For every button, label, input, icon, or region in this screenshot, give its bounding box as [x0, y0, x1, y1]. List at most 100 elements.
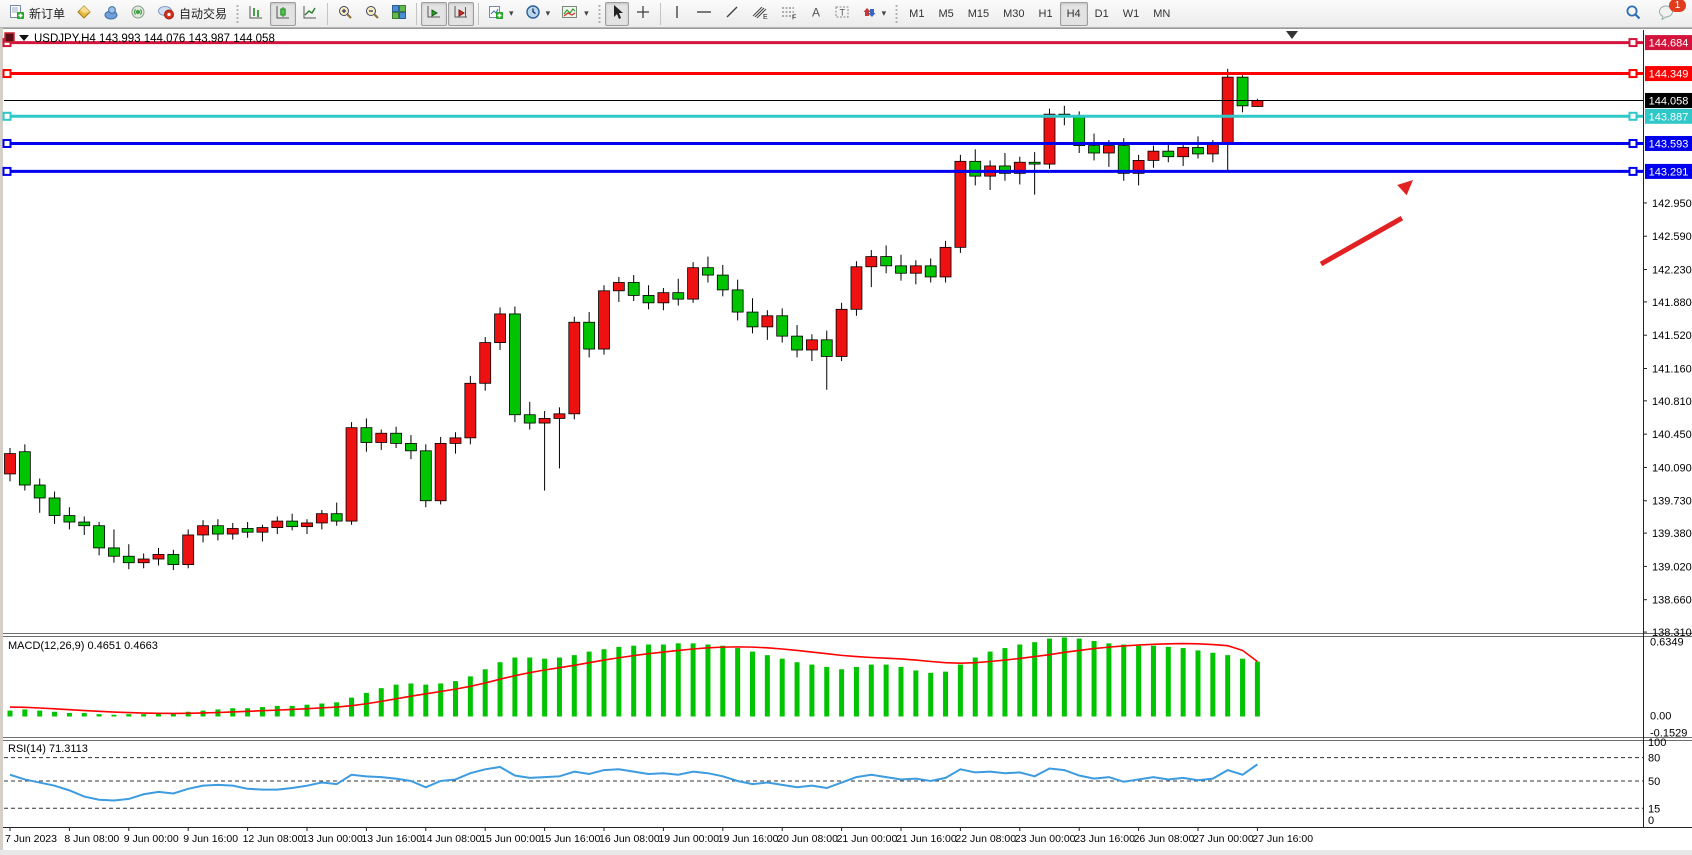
new-order-button[interactable]: 新订单: [4, 2, 70, 26]
notifications-button[interactable]: 1: [1653, 0, 1686, 26]
templates-dropdown[interactable]: ▾: [556, 2, 594, 26]
arrow-head[interactable]: [1397, 180, 1413, 196]
macd-histogram-bar: [616, 646, 622, 717]
timeframe-button-h1[interactable]: H1: [1038, 7, 1053, 20]
profile-button[interactable]: [98, 2, 124, 26]
line-chart-button[interactable]: [297, 2, 323, 26]
timeframe-button-m5[interactable]: M5: [938, 7, 954, 20]
clock-dropdown[interactable]: ▾: [520, 2, 556, 26]
bull-candle: [1043, 113, 1056, 165]
new-order-label: 新订单: [29, 7, 66, 21]
zoom-out-button[interactable]: [359, 2, 385, 26]
macd-histogram-bar: [66, 712, 72, 717]
macd-histogram-bar: [987, 651, 993, 717]
arrow-shaft[interactable]: [1319, 215, 1404, 267]
price-chart[interactable]: USDJPY,H4 143.993 144.076 143.987 144.05…: [0, 28, 1692, 850]
macd-histogram-bar: [779, 658, 785, 717]
line-handle[interactable]: [2, 111, 12, 121]
shapes-icon: [861, 4, 877, 23]
macd-histogram-bar: [764, 655, 770, 717]
channel-button[interactable]: E: [746, 2, 774, 26]
fibonacci-button[interactable]: F: [775, 2, 803, 26]
macd-histogram-bar: [1061, 637, 1067, 717]
timeframe-button-w1[interactable]: W1: [1122, 7, 1140, 20]
price-label-box: [1645, 92, 1692, 108]
macd-histogram-bar: [720, 645, 726, 717]
svg-text:A: A: [812, 6, 820, 20]
autoscroll-button[interactable]: [421, 1, 448, 26]
svg-text:E: E: [763, 14, 768, 20]
macd-histogram-bar: [512, 657, 518, 717]
line-handle[interactable]: [2, 138, 12, 148]
line-handle[interactable]: [2, 166, 12, 176]
trend-arrow-annotation[interactable]: [1319, 180, 1413, 267]
horizontal-line-button[interactable]: [690, 2, 718, 26]
price-label-text: 144.349: [1649, 69, 1689, 81]
date-axis: 7 Jun 2023 8 Jun 08:00 9 Jun 00:00 9 Jun 16…: [3, 827, 1692, 845]
macd-histogram-bar: [497, 662, 503, 717]
zoom-in-button[interactable]: [332, 2, 358, 26]
signals-button[interactable]: [125, 2, 151, 26]
timeframe-button-m15[interactable]: M15: [967, 7, 990, 20]
autotrade-button[interactable]: 自动交易: [152, 2, 232, 26]
bear-candle: [405, 443, 417, 452]
macd-panel: MACD(12,26,9) 0.4651 0.4663 0.6349 0.00 -0.…: [7, 637, 1687, 740]
vertical-line-button[interactable]: [665, 2, 689, 26]
bear-candle: [1117, 145, 1130, 174]
price-label-box: [1645, 163, 1692, 179]
price-tick-label: 138.310: [1652, 627, 1692, 639]
crosshair-button[interactable]: [630, 2, 656, 26]
search-button[interactable]: [1620, 2, 1647, 26]
tile-windows-button[interactable]: [386, 2, 412, 26]
chart-shift-button[interactable]: [448, 1, 475, 26]
bear-candle: [360, 427, 373, 443]
line-handle[interactable]: [1628, 111, 1638, 121]
date-tick-label: 7 Jun 2023: [5, 833, 57, 845]
new-chart-dropdown[interactable]: ▾: [483, 2, 519, 26]
bull-candle: [598, 290, 610, 350]
panel-separators[interactable]: [3, 633, 1692, 741]
label-button[interactable]: T: [829, 2, 855, 26]
price-tick-label: 141.880: [1652, 297, 1692, 309]
one-click-trading-icon[interactable]: [4, 32, 15, 43]
line-handle[interactable]: [2, 69, 12, 79]
bear-candle: [642, 295, 655, 304]
timeframe-button-mn[interactable]: MN: [1153, 7, 1171, 20]
macd-label: MACD(12,26,9) 0.4651 0.4663: [8, 640, 158, 652]
line-chart-icon: [302, 4, 318, 23]
bear-candle: [419, 450, 432, 502]
bucket-button[interactable]: [71, 2, 97, 26]
bar-chart-button[interactable]: [243, 2, 269, 26]
chart-window[interactable]: USDJPY,H4 143.993 144.076 143.987 144.05…: [0, 28, 1692, 850]
timeframe-button-m30[interactable]: M30: [1003, 7, 1025, 20]
macd-histogram-bar: [1076, 638, 1082, 717]
candle-chart-button[interactable]: [270, 1, 297, 26]
level-lines[interactable]: [2, 38, 1644, 176]
line-handle[interactable]: [1628, 138, 1638, 148]
bull-candle: [835, 308, 848, 357]
one-click-expand-icon[interactable]: [19, 35, 29, 41]
text-icon: A: [809, 4, 823, 23]
bull-candle: [954, 160, 967, 248]
cursor-button[interactable]: [604, 1, 629, 26]
bear-candle: [508, 313, 521, 416]
price-label-box: [1645, 66, 1692, 82]
macd-histogram-bar: [81, 712, 87, 717]
line-handle[interactable]: [1628, 38, 1638, 48]
timeframe-button-d1[interactable]: D1: [1094, 7, 1109, 20]
line-handle[interactable]: [1628, 166, 1638, 176]
bucket-icon: [76, 4, 92, 23]
macd-histogram-bar: [1240, 658, 1246, 717]
shapes-dropdown[interactable]: ▾: [856, 2, 892, 26]
macd-histogram-bar: [957, 664, 963, 717]
toolbar-separator: [327, 2, 329, 25]
macd-histogram-bar: [601, 649, 607, 717]
timeframe-button-h4[interactable]: H4: [1059, 1, 1088, 26]
bear-candle: [286, 520, 299, 528]
timeframe-button-m1[interactable]: M1: [909, 7, 925, 20]
chart-shift-marker[interactable]: [1286, 31, 1298, 39]
bull-candle: [538, 418, 551, 424]
line-handle[interactable]: [1628, 69, 1638, 79]
text-button[interactable]: A: [804, 2, 828, 26]
trendline-button[interactable]: [719, 2, 745, 26]
